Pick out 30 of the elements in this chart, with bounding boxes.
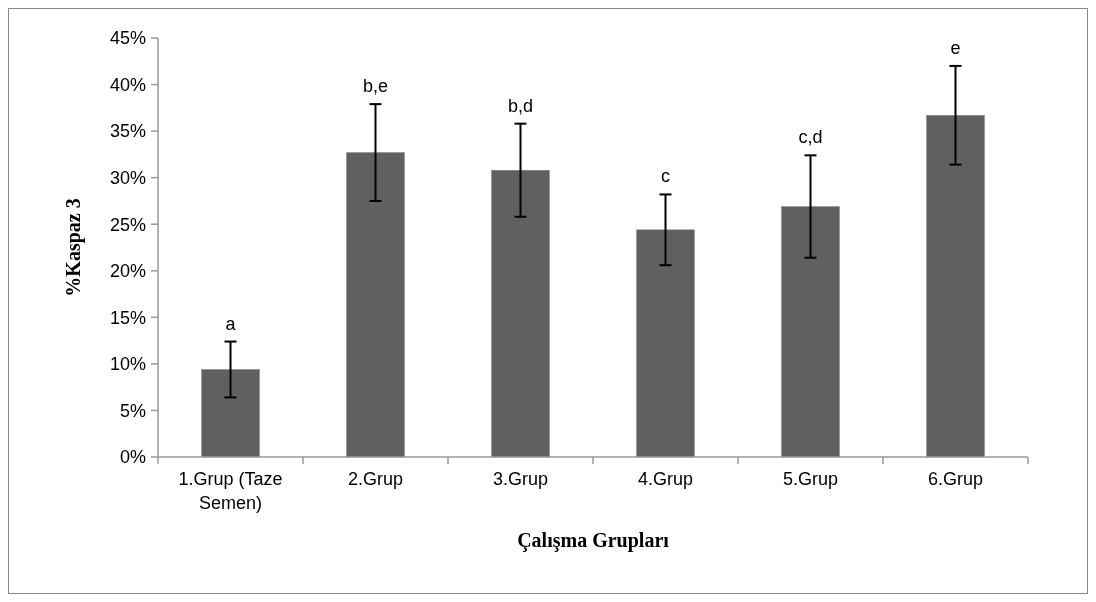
y-tick-label: 15% xyxy=(109,307,146,328)
annotation: a xyxy=(225,313,237,334)
annotation: b,e xyxy=(362,76,389,97)
y-axis-title: %Kaspaz 3 xyxy=(62,198,85,297)
y-tick-label: 45% xyxy=(109,28,146,49)
annotation: c xyxy=(661,166,670,187)
y-tick-label: 35% xyxy=(109,121,146,142)
bar xyxy=(636,229,695,458)
y-tick-label: 0% xyxy=(119,447,146,468)
bar xyxy=(781,206,840,458)
bar xyxy=(926,115,985,458)
x-tick-label: 1.Grup (Taze Semen) xyxy=(178,469,283,513)
x-tick-label: 4.Grup xyxy=(637,469,694,489)
y-tick-label: 5% xyxy=(119,400,146,421)
y-tick-label: 10% xyxy=(109,354,146,375)
x-tick-label: 6.Grup xyxy=(927,469,984,489)
y-tick-label: 40% xyxy=(109,74,146,95)
y-tick-label: 20% xyxy=(109,261,146,282)
y-tick-label: 25% xyxy=(109,214,146,235)
annotation: b,d xyxy=(507,95,534,116)
bar xyxy=(346,152,405,458)
x-tick-label: 5.Grup xyxy=(782,469,839,489)
annotation: c,d xyxy=(798,127,823,148)
bar xyxy=(491,169,550,458)
bar xyxy=(201,369,260,458)
x-tick-label: 3.Grup xyxy=(492,469,549,489)
annotation: e xyxy=(950,37,961,58)
y-tick-label: 30% xyxy=(109,167,146,188)
x-tick-label: 2.Grup xyxy=(347,469,404,489)
x-axis-title: Çalışma Grupları xyxy=(517,529,670,552)
